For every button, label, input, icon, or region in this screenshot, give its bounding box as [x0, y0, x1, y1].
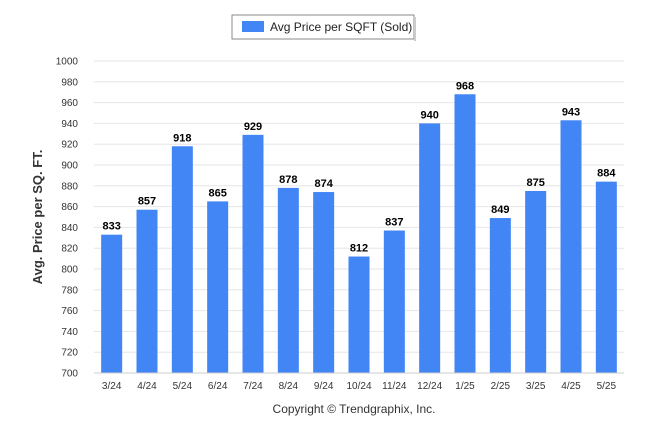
x-tick-label: 6/24 [208, 381, 228, 392]
y-tick-label: 960 [61, 98, 78, 109]
x-tick-label: 4/25 [561, 381, 581, 392]
x-tick-label: 5/24 [173, 381, 193, 392]
data-label: 918 [173, 132, 191, 144]
legend-label: Avg Price per SQFT (Sold) [270, 20, 412, 34]
y-tick-label: 800 [61, 265, 78, 276]
y-tick-label: 860 [61, 202, 78, 213]
y-axis-label: Avg. Price per SQ. FT. [30, 150, 45, 285]
x-tick-label: 3/25 [526, 381, 546, 392]
legend: Avg Price per SQFT (Sold) [231, 14, 416, 41]
bar [171, 146, 193, 373]
x-tick-label: 8/24 [279, 381, 299, 392]
bar [207, 201, 229, 373]
y-tick-label: 880 [61, 181, 78, 192]
y-tick-label: 700 [61, 369, 78, 380]
x-tick-label: 1/25 [455, 381, 475, 392]
data-label: 812 [350, 243, 368, 255]
data-label: 968 [456, 80, 474, 92]
bar [454, 94, 476, 373]
x-tick-label: 3/24 [102, 381, 122, 392]
x-tick-label: 2/25 [491, 381, 511, 392]
bar [136, 209, 158, 373]
y-tick-label: 980 [61, 77, 78, 88]
x-tick-label: 4/24 [137, 381, 157, 392]
y-tick-label: 720 [61, 348, 78, 359]
bar [348, 256, 370, 373]
bar [560, 120, 582, 373]
legend-swatch [242, 21, 264, 32]
bar [277, 187, 299, 373]
y-tick-label: 760 [61, 306, 78, 317]
copyright-footer: Copyright © Trendgraphix, Inc. [273, 402, 436, 416]
x-axis-ticks: 3/24 4/24 5/24 6/24 7/24 8/24 9/24 10/24 11/24 12… [102, 381, 617, 392]
data-label: 943 [562, 106, 580, 118]
y-tick-label: 940 [61, 119, 78, 130]
data-label: 929 [244, 121, 262, 133]
x-tick-label: 5/25 [597, 381, 617, 392]
data-label: 874 [314, 178, 333, 190]
y-tick-label: 920 [61, 140, 78, 151]
data-label: 857 [138, 196, 156, 208]
data-labels: 833 857 918 865 929 878 874 812 837 940 968 849 875 9… [102, 80, 616, 254]
x-tick-label: 11/24 [382, 381, 407, 392]
x-tick-label: 10/24 [346, 381, 371, 392]
data-label: 878 [279, 174, 297, 186]
data-label: 940 [420, 109, 438, 121]
data-label: 833 [102, 221, 120, 233]
bar [101, 234, 123, 373]
y-tick-label: 780 [61, 285, 78, 296]
bar [525, 191, 547, 373]
x-tick-label: 9/24 [314, 381, 334, 392]
bar [419, 123, 441, 374]
bar [489, 218, 511, 373]
y-tick-label: 840 [61, 223, 78, 234]
y-tick-label: 820 [61, 244, 78, 255]
data-label: 875 [526, 177, 544, 189]
y-tick-label: 740 [61, 327, 78, 338]
data-label: 837 [385, 217, 403, 229]
data-label: 849 [491, 204, 509, 216]
x-tick-label: 7/24 [243, 381, 263, 392]
bar [383, 230, 405, 373]
y-tick-label: 900 [61, 161, 78, 172]
bars [101, 94, 617, 374]
y-axis-ticks: 700 720 740 760 780 800 820 840 860 880 900 920 940 9… [56, 57, 79, 380]
data-label: 865 [208, 187, 226, 199]
bar [595, 181, 617, 373]
bar [242, 134, 264, 373]
data-label: 884 [597, 168, 616, 180]
y-tick-label: 1000 [56, 57, 79, 68]
bar [313, 192, 335, 373]
legend-box-shadow [414, 17, 416, 41]
x-tick-label: 12/24 [417, 381, 442, 392]
